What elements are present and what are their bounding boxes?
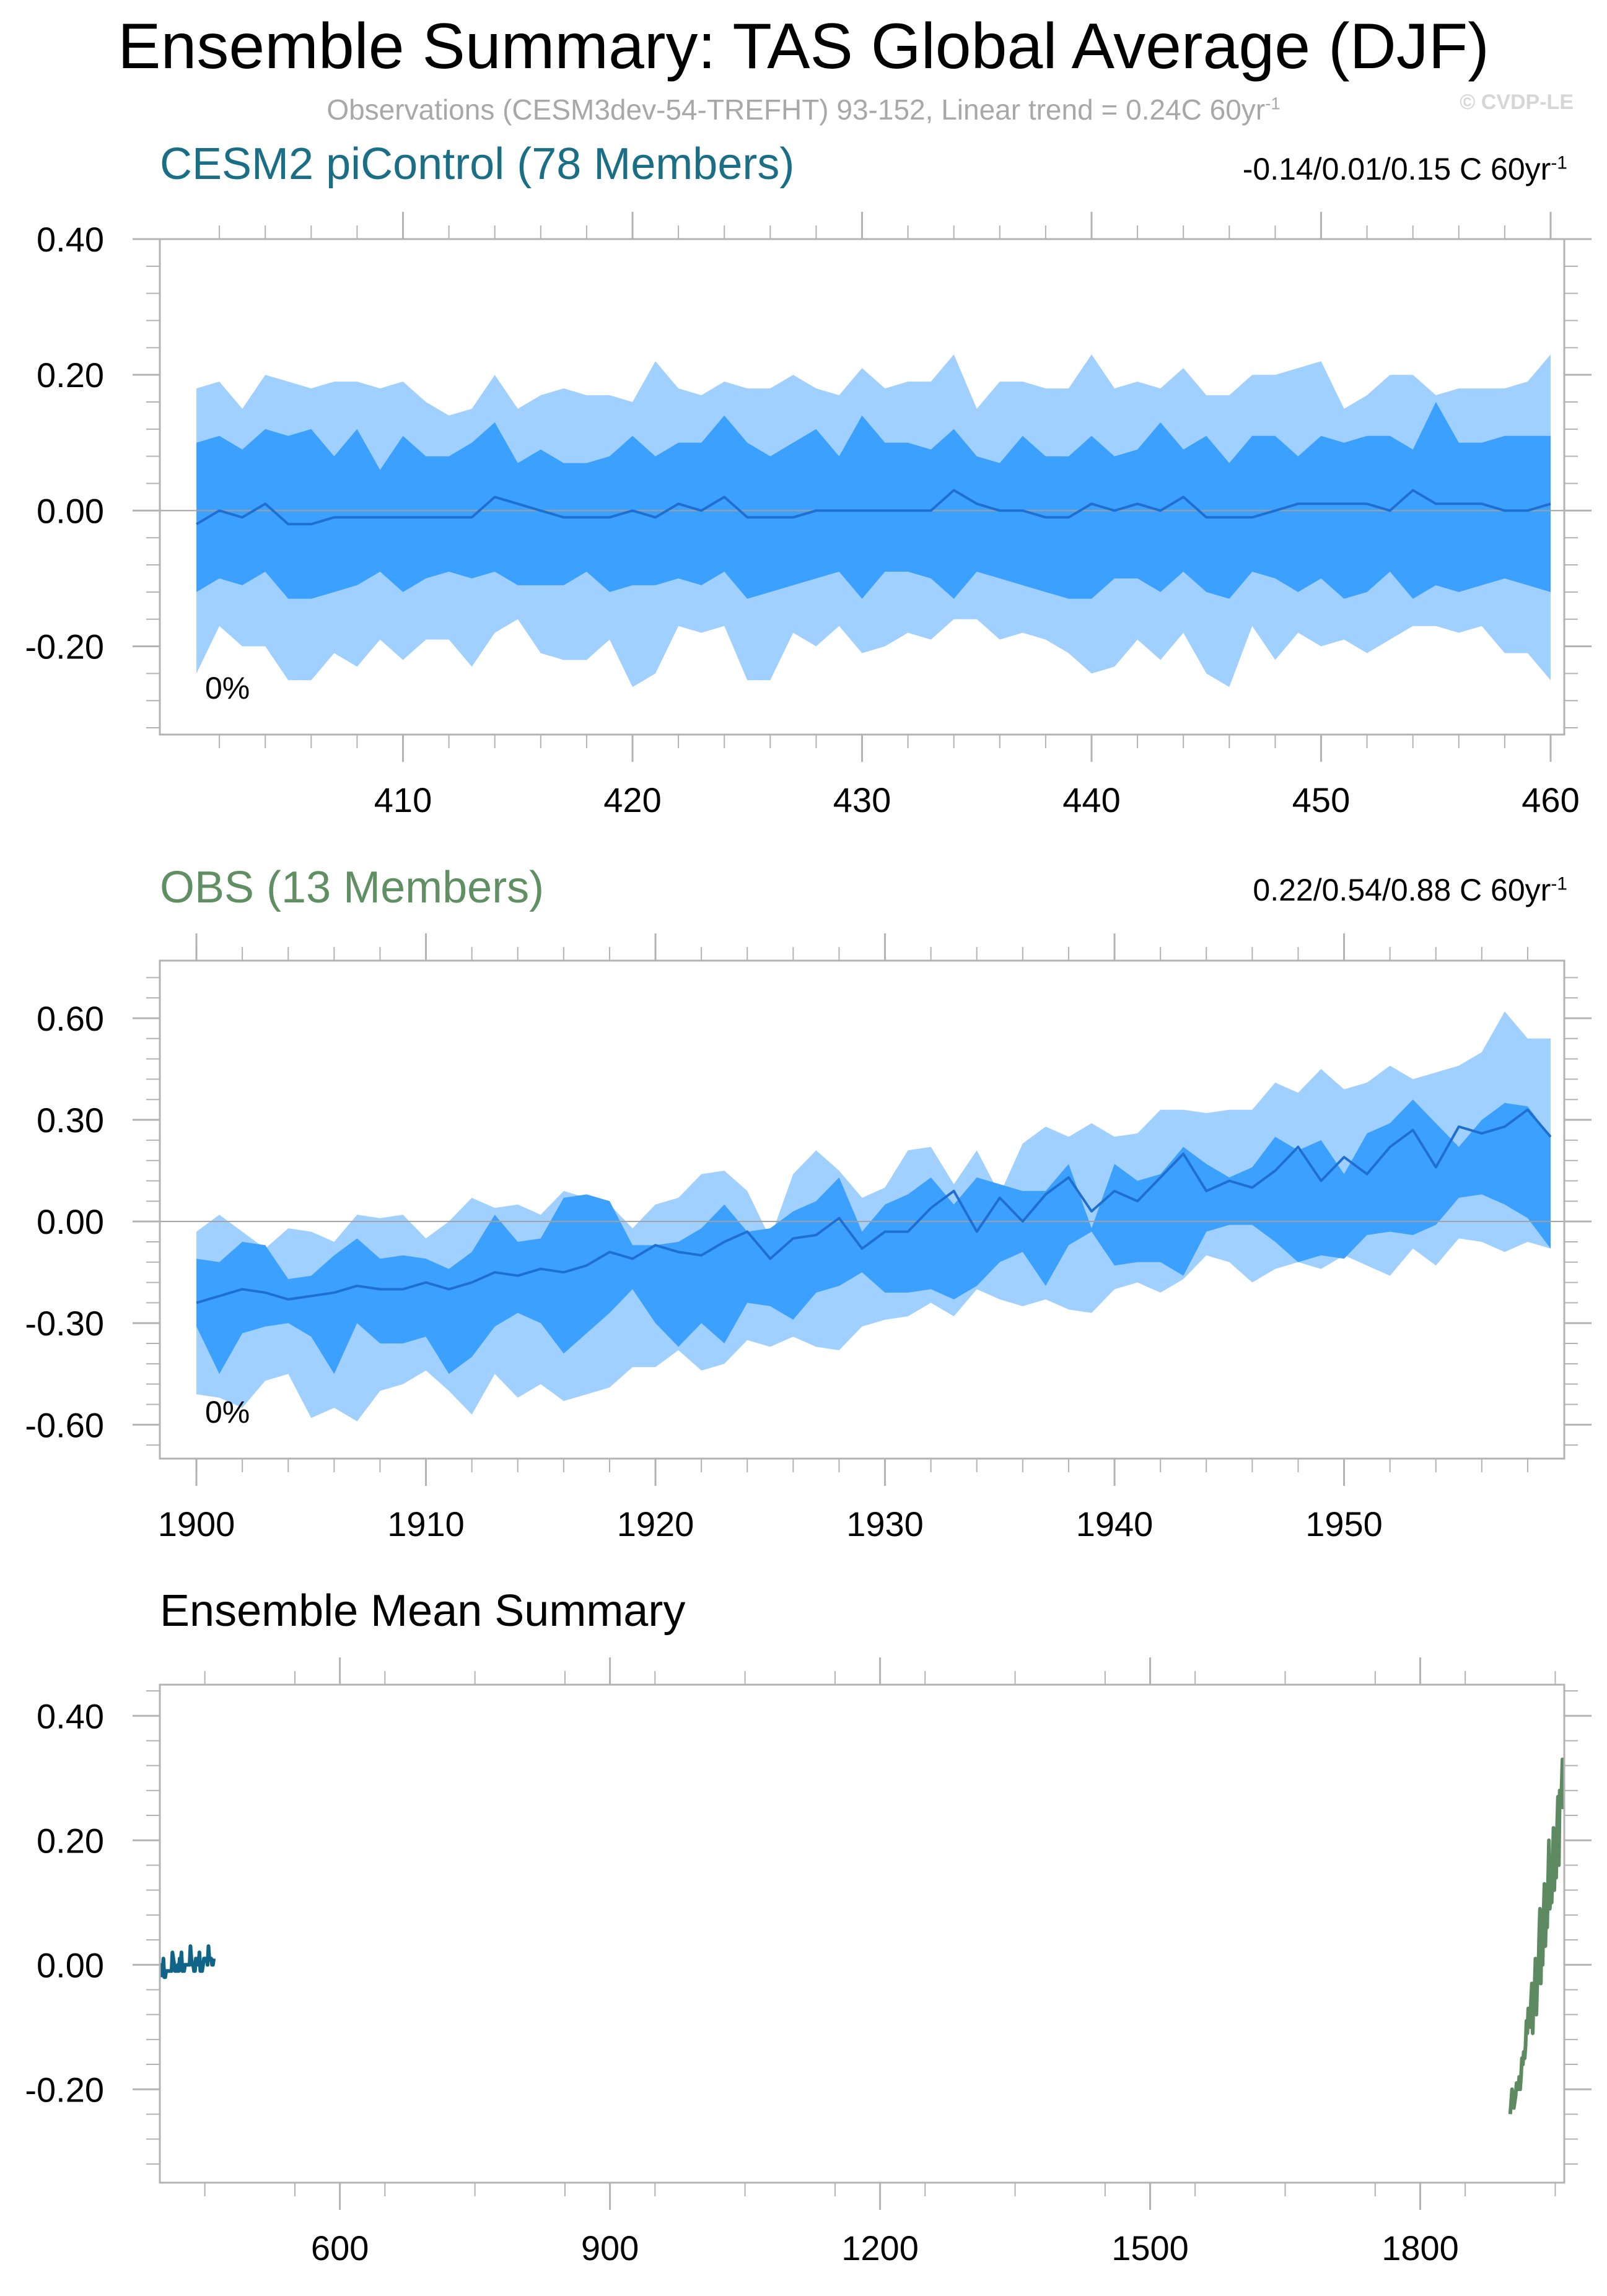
obs-chart-panel: 0.60 0.30 0.00 -0.30 -0.60 1900 1910 1920 1930 19…: [25, 933, 1592, 1543]
obs-y-tick-label: -0.30: [25, 1304, 104, 1343]
summary-y-tick-label: 0.20: [37, 1821, 104, 1860]
obs-ensemble-mean-line: [196, 1108, 1552, 1304]
summary-obs-mean-line: [1508, 1757, 1565, 2115]
cesm-y-tick-label: 0.40: [37, 220, 104, 259]
cesm-trend-exponent: -1: [1551, 152, 1567, 173]
cesm-panel-title: CESM2 piControl (78 Members): [160, 139, 795, 189]
copyright-watermark: © CVDP-LE: [1460, 90, 1574, 114]
obs-panel-title: OBS (13 Members): [160, 863, 545, 912]
summary-y-tick-label: -0.20: [25, 2070, 104, 2109]
cesm-chart-panel: 0.40 0.20 0.00 -0.20 410 420 430 440 450 460 0%: [25, 212, 1592, 819]
obs-y-tick-label: 0.60: [37, 999, 104, 1038]
cesm-x-tick-label: 460: [1522, 780, 1579, 819]
cesm-y-tick-label: 0.20: [37, 356, 104, 395]
observations-subtitle-exponent: -1: [1265, 94, 1281, 113]
obs-y-tick-label: 0.30: [37, 1101, 104, 1140]
obs-trend-exponent: -1: [1551, 873, 1567, 894]
obs-x-tick-label: 1930: [846, 1504, 924, 1543]
obs-x-tick-label: 1950: [1305, 1504, 1383, 1543]
summary-y-tick-label: 0.00: [37, 1945, 104, 1984]
summary-x-tick-label: 1500: [1111, 2228, 1189, 2268]
cesm-x-tick-label: 430: [833, 780, 891, 819]
cesm-trend-text: -0.14/0.01/0.15 C 60yr: [1242, 152, 1551, 186]
cesm-y-tick-label: -0.20: [25, 627, 104, 666]
obs-trend-text: 0.22/0.54/0.88 C 60yr: [1253, 873, 1551, 907]
observations-subtitle: Observations (CESM3dev-54-TREFHT) 93-152…: [0, 93, 1607, 126]
obs-x-tick-label: 1910: [387, 1504, 465, 1543]
obs-y-tick-label: 0.00: [37, 1202, 104, 1241]
summary-y-tick-label: 0.40: [37, 1696, 104, 1735]
obs-inner-spread-band: [196, 1099, 1551, 1374]
summary-x-tick-label: 1200: [841, 2228, 919, 2268]
cesm-x-tick-label: 420: [603, 780, 661, 819]
cesm-trend-label: -0.14/0.01/0.15 C 60yr-1: [1243, 151, 1567, 187]
obs-x-tick-label: 1900: [158, 1504, 235, 1543]
obs-percent-label: 0%: [205, 1395, 250, 1430]
obs-x-tick-label: 1940: [1076, 1504, 1154, 1543]
summary-chart-panel: 0.40 0.20 0.00 -0.20 600 900 1200 1500 1800: [25, 1657, 1592, 2268]
cesm-y-tick-label: 0.00: [37, 491, 104, 530]
summary-x-tick-label: 600: [311, 2228, 369, 2268]
summary-cesm-mean-line: [159, 1944, 216, 1980]
cesm-x-tick-label: 440: [1062, 780, 1120, 819]
summary-x-tick-label: 900: [581, 2228, 639, 2268]
cesm-x-tick-label: 450: [1292, 780, 1350, 819]
obs-x-tick-label: 1920: [617, 1504, 694, 1543]
cesm-percent-label: 0%: [205, 671, 250, 705]
obs-y-tick-label: -0.60: [25, 1405, 104, 1444]
cesm-ensemble-mean-line: [196, 489, 1551, 526]
summary-plot-frame: [159, 1683, 1565, 2184]
main-title: Ensemble Summary: TAS Global Average (DJ…: [118, 11, 1489, 82]
cesm-x-tick-label: 410: [374, 780, 432, 819]
summary-panel-title: Ensemble Mean Summary: [160, 1586, 686, 1636]
obs-plot-frame: [159, 959, 1565, 1460]
summary-x-tick-label: 1800: [1381, 2228, 1459, 2268]
cesm-inner-spread-band: [196, 402, 1551, 599]
obs-trend-label: 0.22/0.54/0.88 C 60yr-1: [1253, 872, 1567, 908]
observations-subtitle-text: Observations (CESM3dev-54-TREFHT) 93-152…: [326, 94, 1266, 126]
